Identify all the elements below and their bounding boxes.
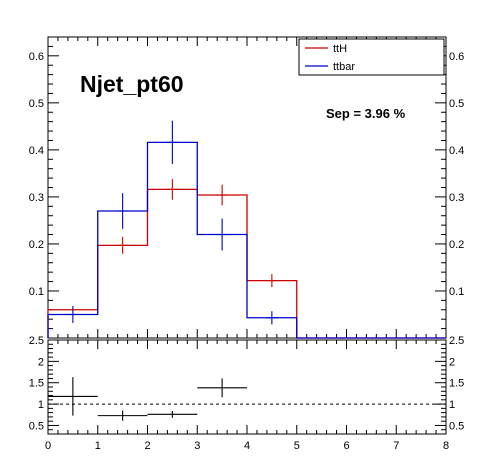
main-y-tick-label-left: 0.4 [29,145,44,157]
ratio-y-tick-label-left: 1 [38,399,44,411]
main-y-tick-label-left: 0.2 [29,239,44,251]
ratio-x-tick-label: 7 [393,440,399,452]
ratio-plot-ticks: 0.5 0.5 1 1 1.5 1.5 2 2 2.5 2.5 0 1 2 3 4 5 6 7 8 [29,335,465,452]
ratio-y-tick-label-left: 1.5 [29,378,44,390]
separation-annotation: Sep = 3.96 % [326,106,406,121]
main-y-tick-label-right: 0.3 [449,192,464,204]
ratio-y-tick-label-left: 2 [38,356,44,368]
ratio-x-tick-label: 2 [144,440,150,452]
main-y-tick-label-right: 0.5 [449,98,464,110]
histogram-series [47,120,446,339]
main-plot-ticks: 0.1 0.1 0.2 0.2 0.3 0.3 0.4 0.4 0.5 0.5 0.6 0.6 [29,37,464,338]
main-y-tick-label-left: 0.3 [29,192,44,204]
histogram-line-ttbar [47,141,446,339]
histogram-title: Njet_pt60 [80,71,184,97]
ratio-y-tick-label-right: 2 [449,356,455,368]
ratio-plot-border [47,339,447,435]
legend-label-tth: ttH [333,43,347,55]
ratio-plot-frame [47,339,447,435]
legend-box [298,38,445,76]
ratio-x-tick-label: 6 [343,440,349,452]
ratio-x-tick-label: 5 [294,440,300,452]
ratio-x-tick-label: 3 [194,440,200,452]
ratio-points [48,377,446,421]
ratio-y-tick-label-left: 2.5 [29,335,44,347]
ratio-y-tick-label-right: 1.5 [449,378,464,390]
main-y-tick-label-left: 0.1 [29,286,44,298]
ratio-x-tick-label: 8 [443,440,449,452]
main-y-tick-label-left: 0.5 [29,98,44,110]
ratio-x-tick-label: 1 [95,440,101,452]
legend: ttH ttbar [298,38,445,76]
main-y-tick-label-right: 0.1 [449,286,464,298]
ratio-y-tick-label-right: 1 [449,399,455,411]
legend-label-ttbar: ttbar [333,61,355,73]
ratio-y-tick-label-right: 0.5 [449,420,464,432]
ratio-y-tick-label-right: 2.5 [449,335,464,347]
main-y-tick-label-left: 0.6 [29,51,44,63]
ratio-x-tick-label: 4 [244,440,250,452]
main-y-tick-label-right: 0.6 [449,51,464,63]
main-y-tick-label-right: 0.2 [449,239,464,251]
ratio-y-tick-label-left: 0.5 [29,420,44,432]
main-y-tick-label-right: 0.4 [449,145,464,157]
ratio-x-tick-label: 0 [45,440,51,452]
